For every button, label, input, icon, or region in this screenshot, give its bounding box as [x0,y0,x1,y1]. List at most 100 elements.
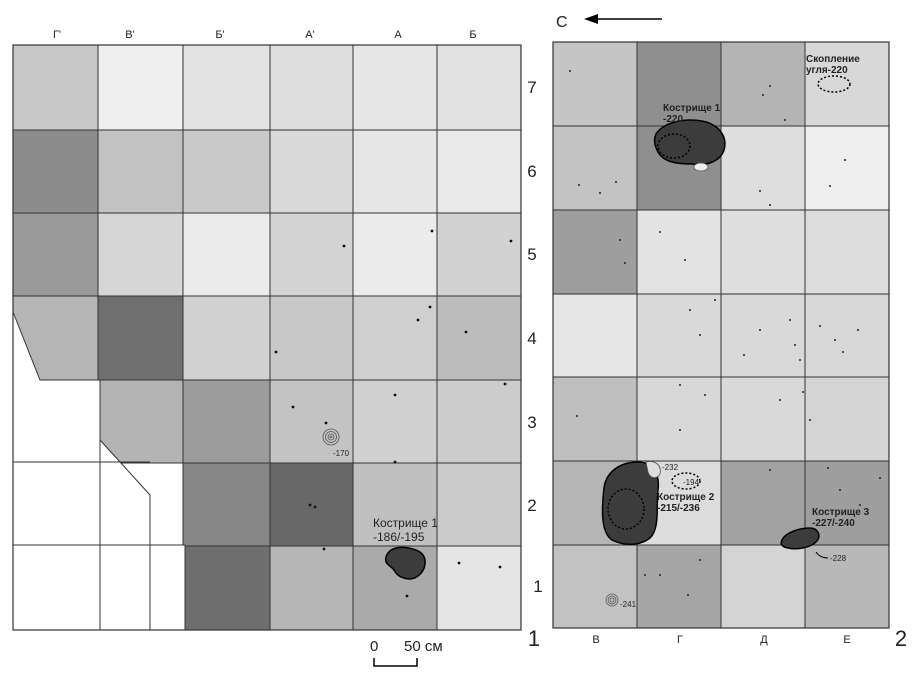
right-hearth1-depth: -220 [663,114,683,125]
grid-square [436,44,522,131]
left-column-labels: Г' В' Б' А' А Б [53,29,477,41]
column-label: А [394,29,402,41]
right-hearth3-arc [815,551,829,559]
right-hearth2-stone [645,461,661,478]
left-row-labels: 7 6 5 4 3 2 1 [527,78,542,596]
grid-square [352,295,438,381]
grid-square [720,544,806,629]
grid-square [636,293,722,378]
spiral-depth-label: -170 [333,449,350,458]
grid-square [436,212,522,297]
left-spiral-marker [322,428,340,446]
column-label: Г [677,634,683,646]
grid-square [352,462,438,547]
grid-square [636,41,722,127]
grid-square [269,545,354,631]
charcoal-outline [817,75,851,93]
grid-square [636,376,722,462]
right-hearth3-title: Кострище 3 [812,507,870,518]
grid-square [436,379,522,464]
grid-square [352,212,438,297]
right-hearth3-mark: -228 [830,554,847,563]
grid-square [352,44,438,131]
grid-square [269,295,354,381]
grid-square [269,44,354,131]
right-hearth2-ring [671,472,701,490]
north-arrow: С [556,14,662,31]
grid-square [269,462,354,547]
grid-square [182,295,271,381]
charcoal-depth: угля-220 [806,65,848,76]
grid-square [720,376,806,462]
grid-square [97,212,184,297]
right-hearth2-pit [607,488,645,530]
right-hearth1-pit [657,133,691,159]
right-hearth1-stone [693,162,709,172]
grid-square [436,462,522,547]
grid-square [636,209,722,295]
grid-square [804,544,890,629]
row-label: 1 [533,577,542,596]
right-hearth3-shape [780,527,820,550]
grid-square [804,209,890,295]
left-hearth-shape [384,546,426,580]
column-label: Б' [215,29,224,41]
figure-number: 2 [895,626,907,651]
grid-square [804,376,890,462]
grid-square [436,295,522,381]
grid-square [182,462,271,547]
grid-square [352,379,438,464]
grid-square [97,129,184,214]
grid-square [636,544,722,629]
scale-label: 50 см [404,638,443,655]
grid-square [720,209,806,295]
left-grid [12,44,522,631]
row-label: 7 [527,78,536,97]
left-plan: Г' В' Б' А' А Б 7 6 5 4 3 2 1 [12,29,543,667]
row-label: 6 [527,162,536,181]
grid-square [352,129,438,214]
grid-square [720,125,806,211]
right-spiral-depth: -241 [620,600,637,609]
grid-square [182,212,271,297]
grid-square [720,41,806,127]
grid-square [12,212,99,297]
column-label: А' [305,29,314,41]
grid-square [182,44,271,131]
grid-square [269,212,354,297]
column-label: Е [843,634,850,646]
right-hearth1-title: Кострище 1 [663,103,721,114]
column-label: Д [760,634,768,646]
grid-square [269,379,354,464]
grid-square [12,129,99,214]
right-plan-border [552,41,890,629]
grid-square [182,379,271,464]
grid-square [436,129,522,214]
grid-square [12,44,99,131]
column-label: В' [125,29,134,41]
grid-square [720,293,806,378]
right-spiral-marker [605,593,619,607]
left-hearth-depth: -186/-195 [373,530,425,544]
north-label: С [556,14,568,31]
grid-square [552,209,638,295]
charcoal-title: Скопление [806,54,860,65]
grid-square [269,129,354,214]
right-hearth2-mark-b: -194 [683,478,700,487]
left-plan-border [12,44,522,631]
grid-square [804,125,890,211]
grid-square [97,295,184,381]
grid-square [552,293,638,378]
right-hearth2-depth: -215/-236 [657,503,700,514]
right-hearth3-depth: -227/-240 [812,518,855,529]
grid-square [552,544,638,629]
right-hearth2-title: Кострище 2 [657,492,715,503]
grid-square [804,460,890,546]
grid-square [552,41,638,127]
row-label: 4 [527,329,536,348]
right-column-labels: В Г Д Е [592,634,850,646]
column-label: Б [469,29,476,41]
row-label: 2 [527,496,536,515]
grid-square [436,545,522,631]
